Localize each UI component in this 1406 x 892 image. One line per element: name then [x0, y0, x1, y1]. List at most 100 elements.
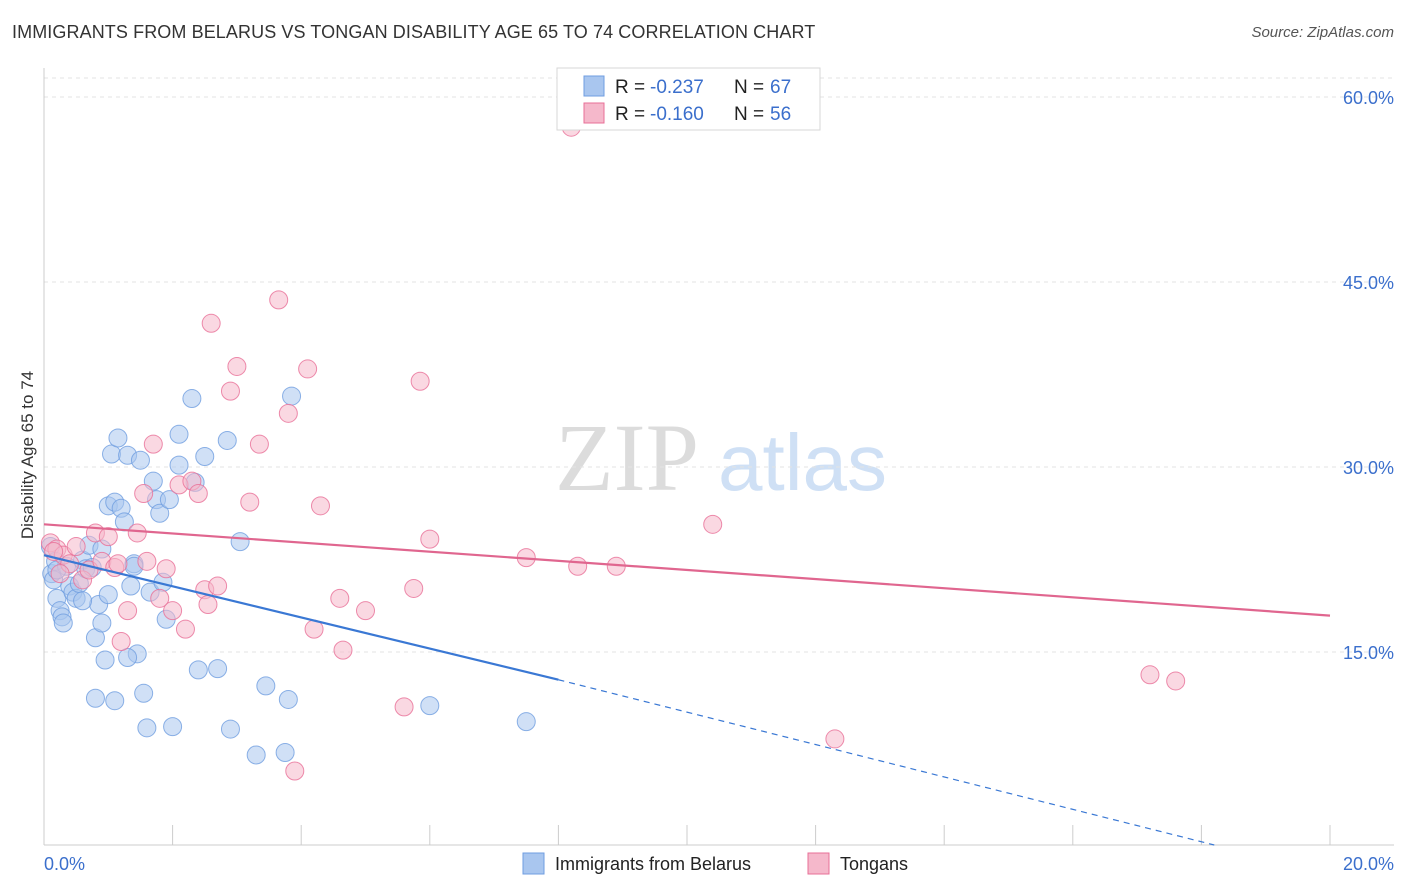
- tongan-point: [298, 359, 318, 379]
- belarus-point: [230, 532, 250, 552]
- tongan-point: [240, 492, 260, 512]
- source-credit: Source: ZipAtlas.com: [1251, 24, 1394, 41]
- belarus-point: [169, 424, 189, 444]
- tongan-point: [163, 601, 183, 621]
- tongan-point: [175, 619, 195, 639]
- belarus-point: [85, 688, 105, 708]
- tongan-point: [330, 588, 350, 608]
- series-legend-label-tongan: Tongans: [840, 854, 908, 874]
- belarus-point: [118, 648, 138, 668]
- tongan-point: [285, 761, 305, 781]
- series-legend: Immigrants from Belarus Tongans: [522, 852, 908, 875]
- series-legend-swatch-tongan: [807, 852, 830, 875]
- legend-r-value-belarus: -0.237: [650, 77, 704, 98]
- legend-r-label-belarus: R =: [615, 77, 645, 98]
- belarus-point: [195, 447, 215, 466]
- belarus-point: [137, 718, 157, 738]
- legend-n-value-tongan: 56: [770, 104, 791, 125]
- belarus-point: [92, 613, 112, 633]
- axes: [43, 68, 1394, 846]
- tongan-point: [208, 576, 228, 596]
- tongan-point: [310, 496, 330, 516]
- belarus-point: [163, 717, 183, 737]
- tongan-point: [333, 640, 353, 660]
- belarus-point: [246, 745, 266, 765]
- belarus-point: [121, 576, 141, 596]
- legend-n-label-belarus: N =: [734, 77, 764, 98]
- tongan-point: [156, 559, 176, 579]
- tongan-point: [703, 514, 723, 534]
- tongan-point: [278, 403, 298, 423]
- belarus-point: [208, 659, 228, 679]
- tongan-point: [420, 529, 440, 549]
- belarus-point: [169, 455, 189, 475]
- tongan-point: [134, 484, 154, 503]
- legend-swatch-belarus: [583, 75, 605, 97]
- y-tick-label-45: 45.0%: [1343, 273, 1394, 293]
- tongan-point: [143, 434, 163, 454]
- tongan-point: [1166, 671, 1186, 691]
- tongan-point: [127, 523, 147, 543]
- tongan-point: [108, 554, 128, 574]
- tongan-point: [568, 556, 588, 576]
- belarus-point: [182, 389, 202, 409]
- x-tick-label-min: 0.0%: [44, 854, 85, 874]
- belarus-point: [53, 613, 73, 633]
- watermark-zip: ZIP: [555, 404, 699, 511]
- tongan-point: [1140, 665, 1160, 685]
- tongan-point: [201, 313, 221, 333]
- tongan-point: [118, 601, 138, 621]
- belarus-point: [516, 712, 536, 732]
- correlation-legend: R = -0.237 N = 67 R = -0.160 N = 56: [556, 67, 821, 131]
- series-legend-label-belarus: Immigrants from Belarus: [555, 854, 751, 874]
- tongan-point: [404, 578, 424, 598]
- tongan-point: [249, 434, 269, 454]
- watermark-atlas: atlas: [718, 418, 887, 507]
- series-tongan-points: [40, 117, 1186, 781]
- belarus-point: [130, 450, 150, 470]
- belarus-point: [420, 696, 440, 716]
- belarus-point: [134, 683, 154, 703]
- belarus-point: [98, 585, 118, 605]
- tongan-point: [410, 371, 430, 391]
- belarus-trend-line: [43, 554, 559, 681]
- y-tick-label-60: 60.0%: [1343, 88, 1394, 108]
- y-tick-label-30: 30.0%: [1343, 458, 1394, 478]
- chart-title: IMMIGRANTS FROM BELARUS VS TONGAN DISABI…: [12, 22, 816, 42]
- belarus-point: [217, 430, 237, 450]
- belarus-point: [95, 650, 115, 670]
- tongan-point: [137, 551, 157, 571]
- y-tick-label-15: 15.0%: [1343, 643, 1394, 663]
- belarus-point: [150, 503, 170, 523]
- x-tick-marks: [172, 825, 1331, 845]
- belarus-point: [282, 386, 302, 406]
- tongan-point: [269, 290, 289, 310]
- belarus-point: [105, 691, 125, 711]
- belarus-point: [220, 719, 240, 739]
- belarus-point: [159, 490, 179, 510]
- tongan-point: [111, 632, 131, 651]
- y-tick-labels: 15.0% 30.0% 45.0% 60.0%: [1343, 88, 1394, 663]
- belarus-point: [278, 689, 298, 709]
- tongan-point: [66, 537, 86, 557]
- tongan-point: [50, 564, 70, 584]
- tongan-point: [188, 484, 208, 503]
- legend-r-label-tongan: R =: [615, 104, 645, 125]
- belarus-point: [188, 660, 208, 680]
- tongan-point: [98, 527, 118, 547]
- tongan-trend-line: [43, 523, 1331, 617]
- grid-lines: [44, 77, 1394, 653]
- belarus-point: [102, 444, 122, 464]
- tongan-point: [356, 601, 375, 621]
- tongan-point: [150, 588, 170, 608]
- legend-r-value-tongan: -0.160: [650, 104, 704, 125]
- x-tick-label-max: 20.0%: [1343, 854, 1394, 874]
- legend-n-value-belarus: 67: [770, 77, 791, 98]
- y-axis-label: Disability Age 65 to 74: [18, 371, 37, 539]
- series-legend-swatch-belarus: [522, 852, 545, 875]
- legend-swatch-tongan: [583, 102, 605, 124]
- tongan-point: [198, 595, 218, 614]
- trend-lines: [43, 523, 1331, 846]
- tongan-point: [220, 381, 240, 401]
